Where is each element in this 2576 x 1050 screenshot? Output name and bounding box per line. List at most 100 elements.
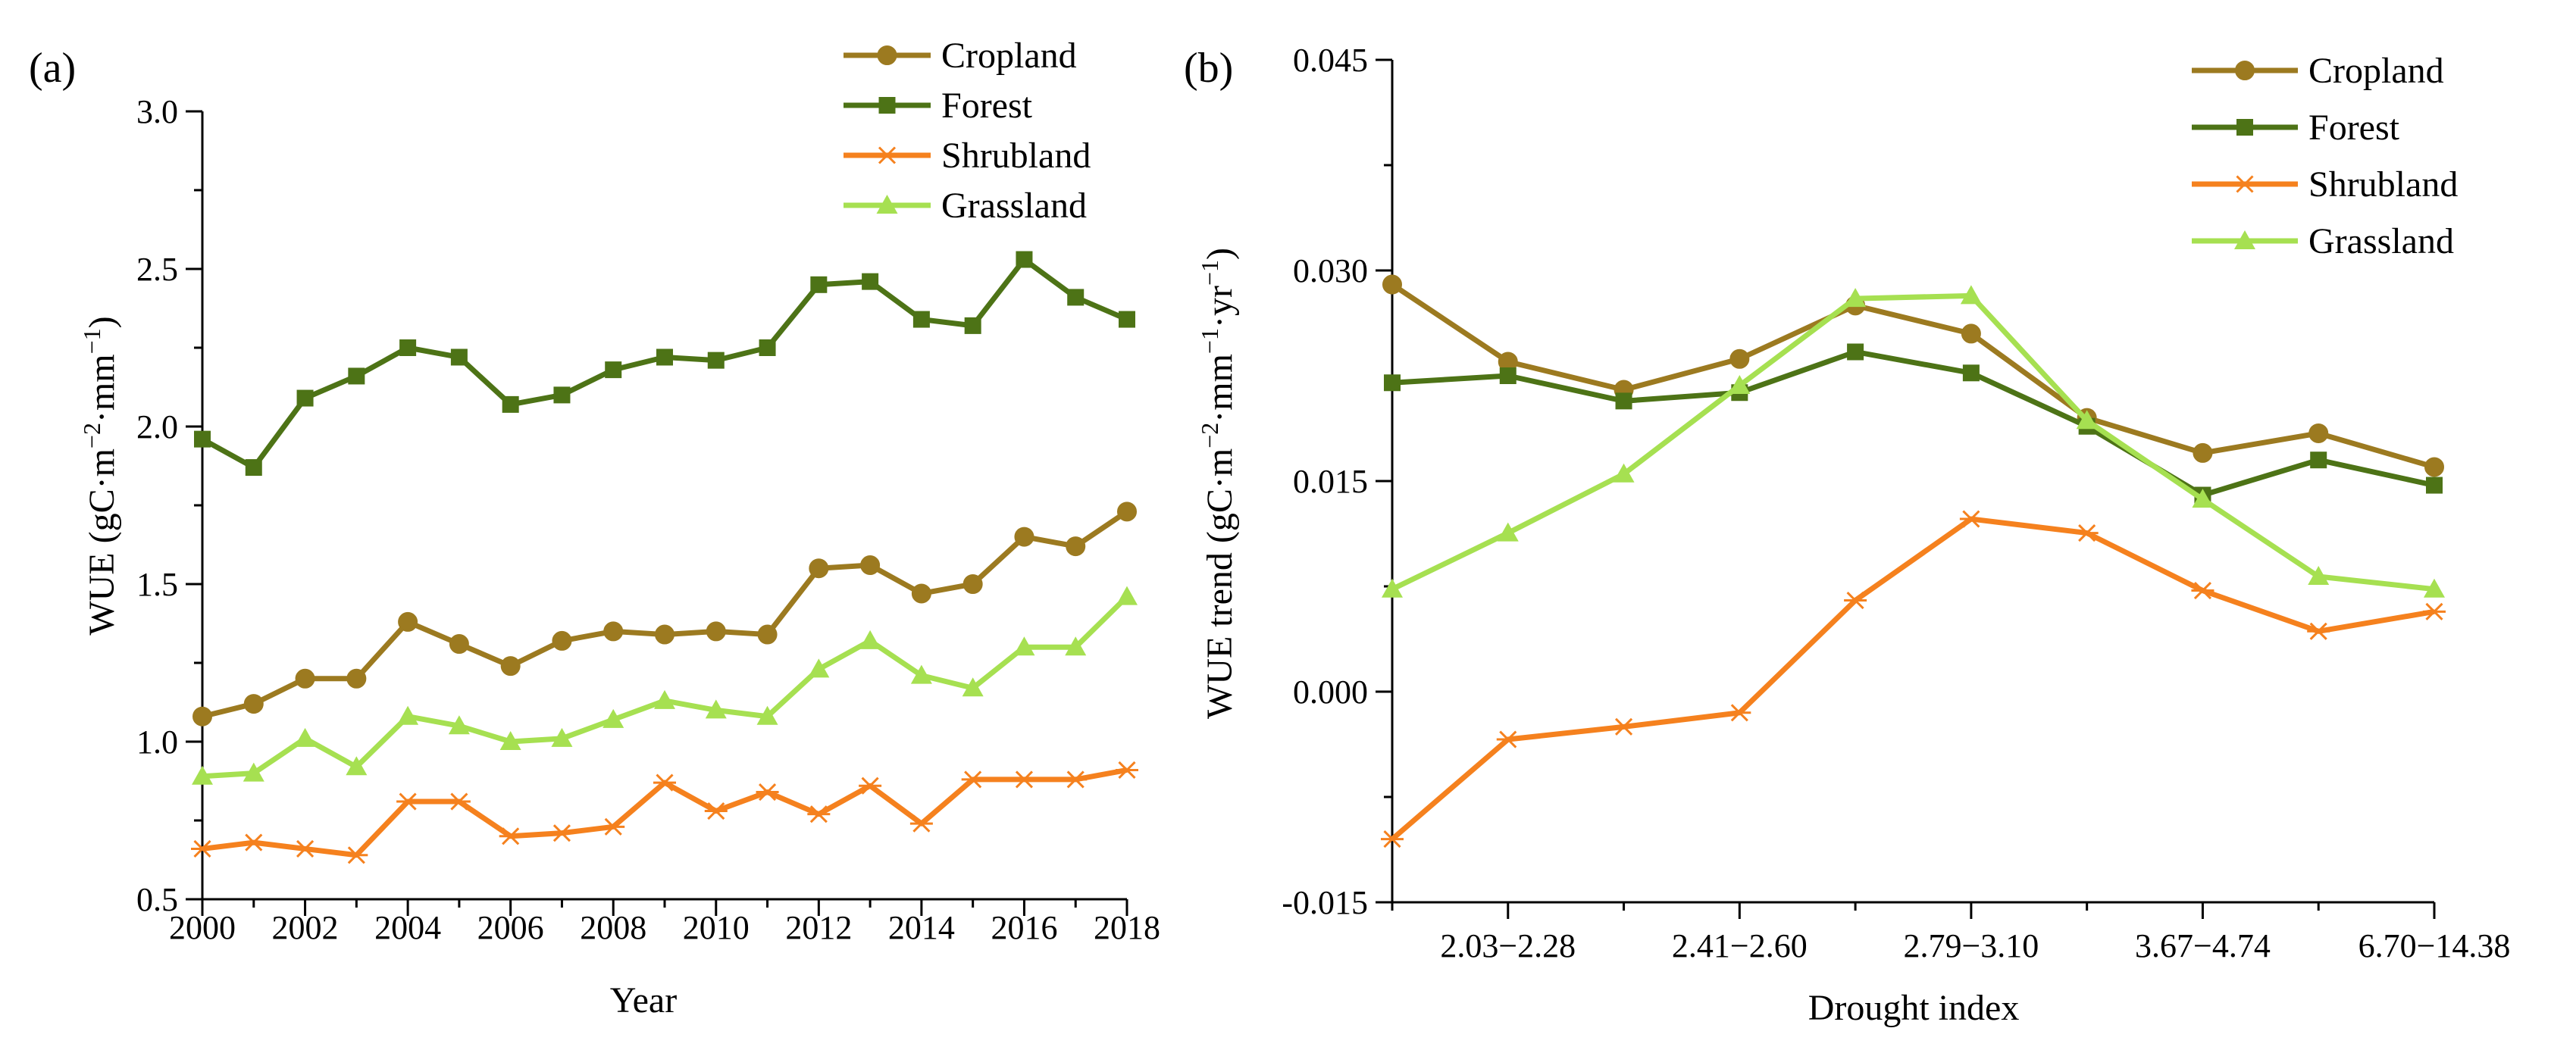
panel-a-data-point-shrubland-stroke-d2 xyxy=(707,802,725,820)
panel-a-data-point-grassland xyxy=(756,705,778,725)
panel-a-data-point-grassland xyxy=(397,705,419,725)
panel-a-y-axis-label: WUE (gC·m−2·mm−1) xyxy=(78,316,122,635)
panel-a-legend-label-grassland: Grassland xyxy=(941,186,1087,226)
panel-b-axes: -0.015 0.000 0.015 0.030 0.045 2.03−2.28 2.41−… xyxy=(1282,42,2510,964)
panel-a-data-point-shrubland-stroke-d2 xyxy=(193,839,211,858)
panel-a-data-point-shrubland xyxy=(909,814,933,833)
panel-a-x-tick-label: 2008 xyxy=(580,909,646,946)
panel-a-data-point-shrubland xyxy=(1064,770,1088,789)
panel-b-data-point-grassland xyxy=(2424,578,2445,598)
panel-a-data-point-shrubland xyxy=(396,792,420,811)
panel-b-data-point-forest xyxy=(2310,452,2327,469)
panel-b-x-tick-label: 3.67−4.74 xyxy=(2135,927,2271,964)
panel-b-legend-marker-shrubland-stroke-d2 xyxy=(2236,175,2254,193)
panel-a-data-point-grassland xyxy=(962,677,984,697)
panel-a-data-point-forest xyxy=(502,395,519,413)
panel-b-y-tick-label: 0.000 xyxy=(1293,673,1368,711)
panel-a-data-point-cropland xyxy=(809,558,829,579)
panel-a-data-point-shrubland-stroke-d2 xyxy=(964,770,982,789)
panel-b-data-point-forest xyxy=(1615,392,1632,410)
panel-b-legend-label-shrubland: Shrubland xyxy=(2308,164,2458,205)
panel-a-legend-marker-shrubland-stroke-d2 xyxy=(878,146,897,164)
panel-a-axes: 0.5 1.0 1.5 2.0 2.5 3.0 2000 2002 2004 2006 2008 20… xyxy=(136,93,1160,946)
panel-b-data-point-grassland xyxy=(1729,374,1751,394)
panel-a-data-point-grassland xyxy=(654,689,675,709)
panel-a-data-point-grassland xyxy=(859,630,881,649)
panel-a-data-point-cropland xyxy=(911,583,931,604)
panel-a-data-point-shrubland-stroke-d2 xyxy=(1066,770,1085,789)
panel-b-data-point-shrubland-stroke-d2 xyxy=(1499,730,1517,748)
panel-a-data-point-shrubland xyxy=(859,777,882,795)
panel-a-data-point-grassland xyxy=(1116,586,1138,605)
panel-a-data-point-cropland xyxy=(706,621,726,642)
panel-b-x-tick-label: 2.03−2.28 xyxy=(1440,927,1576,964)
panel-b-data-point-shrubland xyxy=(2307,622,2330,640)
panel-a-data-point-forest xyxy=(245,459,262,477)
panel-a-data-point-shrubland-stroke-d2 xyxy=(1015,770,1034,789)
panel-a-x-tick-label: 2002 xyxy=(272,909,339,946)
panel-a-y-axis-label-sup2: −1 xyxy=(78,328,105,354)
panel-a-data-point-shrubland xyxy=(602,817,625,836)
panel-a-data-point-grassland xyxy=(603,708,624,728)
panel-a-data-point-cropland xyxy=(860,555,881,576)
panel-b-data-point-grassland xyxy=(1845,288,1867,308)
panel-a-x-tick-label: 2012 xyxy=(785,909,852,946)
panel-a-y-axis-label-end: ) xyxy=(82,316,122,328)
panel-b-data-point-shrubland-stroke-d2 xyxy=(1846,591,1864,610)
panel-a-legend: Cropland Forest Shrubland Grassland xyxy=(844,36,1091,226)
panel-b-series-line-grassland xyxy=(1391,292,2435,592)
panel-a-data-point-forest xyxy=(605,361,622,379)
panel-a-data-point-shrubland-stroke-d2 xyxy=(245,833,263,852)
panel-b-data-point-shrubland xyxy=(1381,830,1404,848)
panel-b-data-point-cropland xyxy=(1729,348,1750,369)
panel-a-legend-marker-forest xyxy=(878,97,896,114)
panel-a-data-point-forest xyxy=(1119,311,1135,328)
panel-a-data-point-grassland xyxy=(499,731,521,750)
panel-a-data-point-grassland xyxy=(1065,636,1087,656)
panel-b-data-point-forest xyxy=(1499,367,1516,384)
panel-b-data-point-grassland xyxy=(2192,489,2214,508)
panel-b-legend-marker-cropland xyxy=(2235,61,2255,80)
panel-b-y-axis-label-base: WUE trend (gC·m xyxy=(1200,448,1240,719)
panel-a-y-axis-label-base: WUE (gC·m xyxy=(82,448,122,636)
panel-b-y-axis-label-mid2: ·yr xyxy=(1200,286,1240,328)
panel-a-y-tick-label: 0.5 xyxy=(136,881,178,918)
panel-a-data-point-forest xyxy=(1016,251,1033,268)
panel-b-data-point-shrubland-stroke-d2 xyxy=(2309,622,2327,640)
panel-b-x-tick-label: 2.79−3.10 xyxy=(1903,927,2039,964)
panel-b-series-line-forest xyxy=(1391,348,2435,498)
panel-a-data-point-shrubland-stroke-d2 xyxy=(604,817,622,836)
panel-b-legend-marker-shrubland xyxy=(2233,175,2256,193)
panel-a-data-point-shrubland xyxy=(293,839,317,858)
panel-b-data-point-shrubland xyxy=(1844,591,1867,610)
panel-a: (a) 0.5 1.0 1.5 2.0 2.5 3.0 2000 2002 2004 2006 20… xyxy=(29,36,1160,1020)
panel-b-data-point-cropland xyxy=(1961,323,1981,344)
panel-b-legend-label-grassland: Grassland xyxy=(2308,221,2454,261)
panel-b-x-tick-label: 6.70−14.38 xyxy=(2358,927,2511,964)
panel-a-data-point-shrubland xyxy=(242,833,265,852)
panel-b-data-point-shrubland xyxy=(1728,704,1751,722)
panel-a-data-point-shrubland-stroke-d2 xyxy=(296,839,315,858)
panel-a-data-point-shrubland-stroke-d2 xyxy=(502,827,520,845)
panel-a-data-point-cropland xyxy=(1117,502,1137,522)
panel-a-data-point-shrubland xyxy=(704,802,728,820)
panel-a-data-point-forest xyxy=(912,311,930,328)
panel-a-legend-label-cropland: Cropland xyxy=(941,36,1077,76)
panel-a-data-point-forest xyxy=(399,339,417,356)
panel-b-data-point-shrubland xyxy=(1959,510,1983,528)
panel-b-data-point-forest xyxy=(1384,374,1401,392)
panel-b-y-axis-label-sup3: −1 xyxy=(1196,260,1223,286)
panel-a-data-point-cropland xyxy=(962,574,983,594)
panel-b-data-point-shrubland xyxy=(1612,717,1635,736)
panel-a-data-point-grassland xyxy=(448,715,470,735)
panel-a-legend-marker-grassland xyxy=(876,195,898,214)
panel-a-legend-label-shrubland: Shrubland xyxy=(941,136,1091,176)
panel-a-x-tick-label: 2004 xyxy=(374,909,441,946)
panel-a-x-tick-label: 2006 xyxy=(477,909,544,946)
panel-a-data-point-cropland xyxy=(552,630,572,651)
panel-a-data-point-shrubland xyxy=(807,805,831,823)
panel-a-data-point-shrubland-stroke-d2 xyxy=(450,792,468,811)
panel-b-data-point-shrubland-stroke-d2 xyxy=(1962,510,1980,528)
panel-b-data-point-cropland xyxy=(2308,423,2329,443)
panel-a-data-point-cropland xyxy=(500,656,521,677)
